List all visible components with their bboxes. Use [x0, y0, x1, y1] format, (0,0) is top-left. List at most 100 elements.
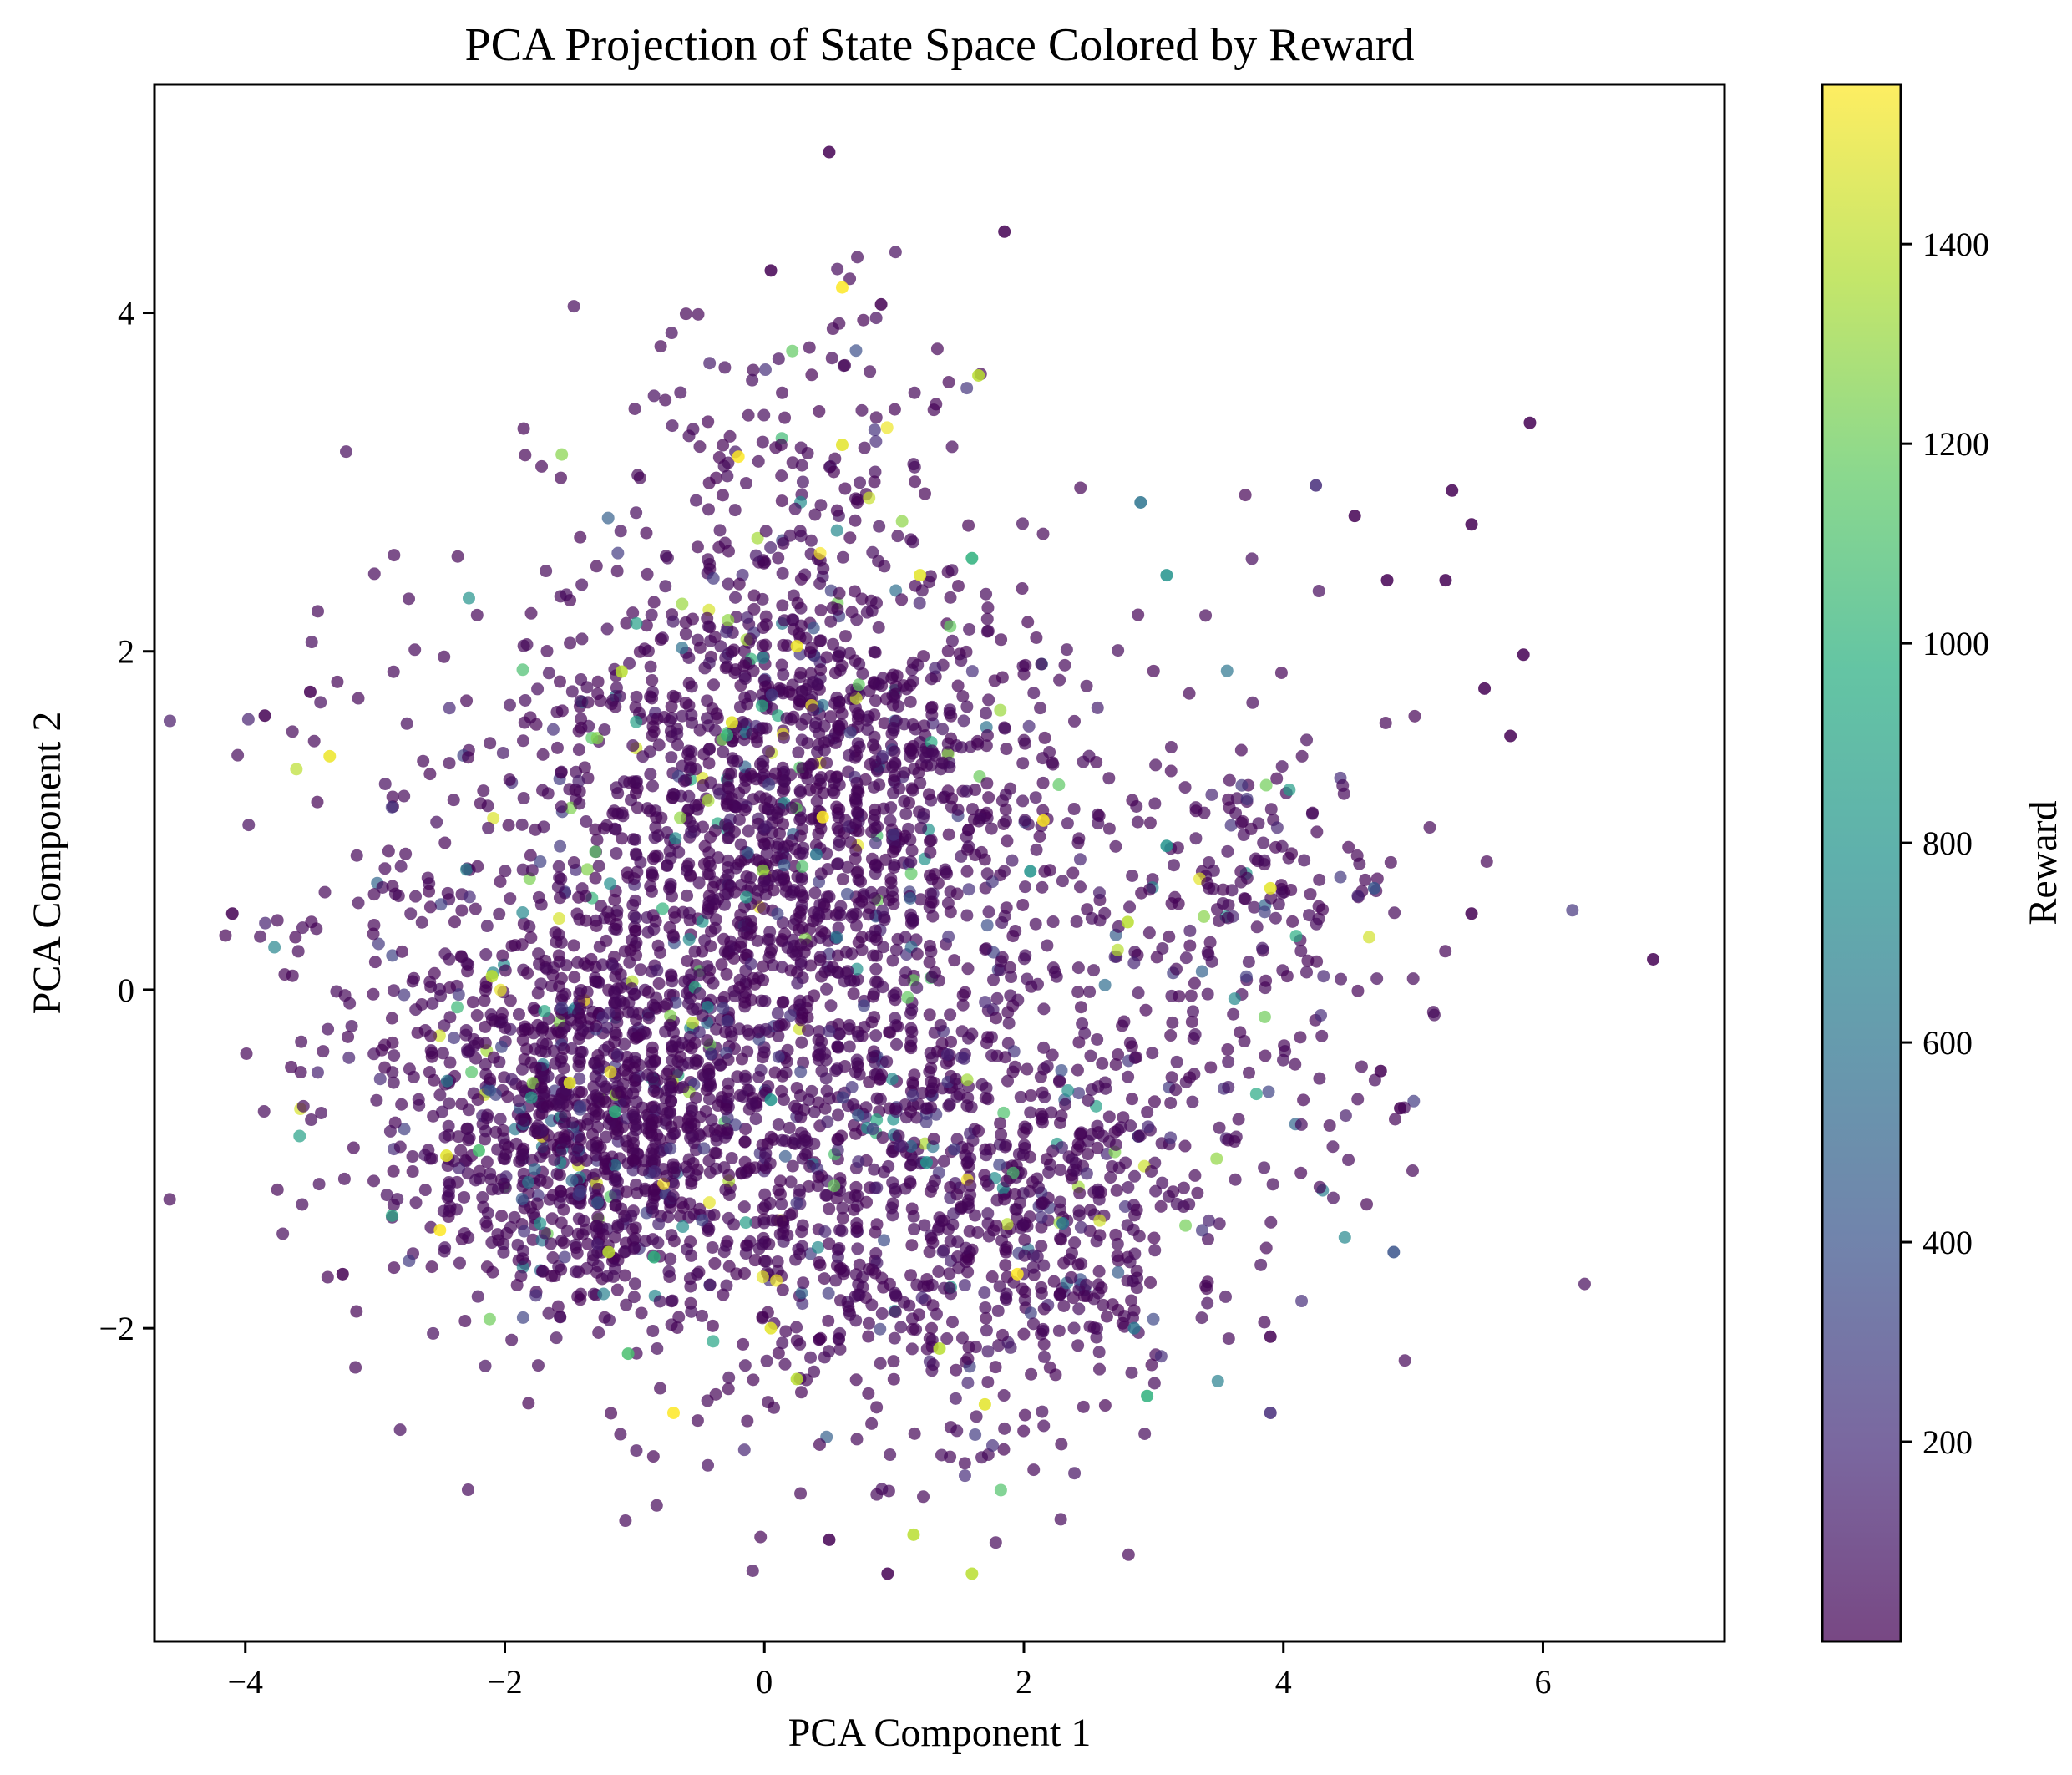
scatter-point	[1067, 803, 1081, 816]
scatter-point	[734, 855, 747, 868]
scatter-point	[418, 1184, 432, 1197]
scatter-point	[1090, 1235, 1103, 1248]
scatter-point	[734, 919, 747, 932]
scatter-point	[876, 981, 889, 994]
scatter-point	[565, 685, 579, 698]
scatter-point	[438, 650, 451, 663]
scatter-point	[535, 1265, 549, 1278]
scatter-point	[484, 1073, 497, 1086]
scatter-point	[1142, 1120, 1155, 1133]
scatter-point	[440, 1074, 453, 1088]
scatter-point	[545, 980, 558, 993]
scatter-point	[807, 703, 820, 717]
scatter-point	[940, 867, 954, 880]
scatter-point	[630, 616, 643, 630]
scatter-point	[1351, 984, 1365, 997]
scatter-point	[407, 971, 420, 985]
scatter-point	[764, 264, 778, 277]
scatter-point	[1092, 886, 1106, 900]
scatter-point	[1647, 952, 1660, 966]
scatter-point	[717, 1245, 731, 1259]
scatter-point	[789, 948, 803, 961]
scatter-point	[616, 832, 629, 845]
scatter-point	[1006, 854, 1019, 867]
scatter-point	[980, 777, 994, 790]
scatter-point	[538, 1226, 551, 1240]
scatter-point	[605, 1407, 618, 1420]
scatter-point	[1106, 1298, 1119, 1311]
scatter-point	[998, 865, 1011, 878]
scatter-point	[578, 761, 591, 774]
scatter-point	[762, 744, 775, 758]
scatter-point	[679, 627, 692, 641]
scatter-point	[924, 570, 937, 583]
scatter-point	[702, 1068, 716, 1081]
scatter-point	[689, 763, 702, 776]
scatter-point	[290, 763, 303, 776]
scatter-point	[644, 768, 657, 781]
scatter-point	[1218, 1290, 1232, 1303]
scatter-point	[1234, 743, 1248, 757]
scatter-point	[828, 452, 842, 465]
scatter-point	[790, 1321, 803, 1334]
scatter-point	[1173, 990, 1186, 1003]
scatter-point	[942, 828, 955, 841]
scatter-point	[608, 1035, 621, 1048]
scatter-point	[1067, 714, 1081, 728]
scatter-point	[728, 667, 742, 680]
scatter-point	[569, 1265, 582, 1279]
scatter-point	[960, 865, 974, 878]
scatter-point	[289, 931, 302, 944]
scatter-point	[682, 651, 696, 664]
scatter-point	[924, 834, 937, 848]
scatter-point	[1221, 844, 1234, 858]
scatter-point	[651, 1236, 665, 1250]
scatter-point	[795, 870, 808, 884]
scatter-point	[395, 1098, 408, 1111]
scatter-point	[520, 1042, 534, 1056]
scatter-point	[980, 919, 994, 932]
scatter-point	[944, 905, 957, 919]
scatter-point	[652, 1217, 666, 1230]
scatter-point	[951, 803, 965, 816]
scatter-point	[352, 692, 365, 705]
scatter-point	[1269, 840, 1282, 854]
scatter-point	[423, 768, 437, 781]
scatter-point	[649, 821, 662, 834]
scatter-point	[794, 619, 808, 632]
scatter-point	[776, 1215, 789, 1228]
scatter-point	[721, 469, 734, 483]
scatter-point	[981, 1345, 995, 1358]
scatter-point	[555, 800, 568, 814]
scatter-point	[1119, 1156, 1132, 1169]
scatter-point	[894, 1321, 908, 1334]
scatter-point	[452, 1130, 465, 1144]
scatter-point	[1166, 1016, 1179, 1029]
scatter-point	[479, 1359, 492, 1372]
scatter-point	[831, 1243, 844, 1256]
scatter-point	[706, 1319, 719, 1332]
scatter-point	[1046, 1048, 1059, 1062]
scatter-point	[738, 1069, 752, 1083]
scatter-point	[1202, 1214, 1215, 1227]
scatter-point	[887, 723, 900, 737]
scatter-point	[1126, 1093, 1139, 1106]
scatter-point	[1116, 1316, 1129, 1330]
scatter-point	[820, 982, 833, 996]
scatter-point	[919, 1156, 933, 1169]
scatter-point	[666, 1294, 679, 1307]
scatter-point	[706, 702, 719, 715]
scatter-point	[905, 1026, 919, 1039]
scatter-point	[964, 1179, 977, 1193]
scatter-point	[663, 1075, 676, 1088]
scatter-point	[1090, 755, 1103, 768]
scatter-point	[889, 246, 902, 259]
scatter-point	[535, 459, 549, 473]
scatter-point	[1036, 752, 1049, 765]
scatter-point	[757, 960, 770, 973]
scatter-point	[1387, 1245, 1401, 1259]
scatter-point	[517, 1148, 530, 1161]
scatter-point	[387, 1076, 400, 1089]
scatter-point	[1102, 822, 1116, 835]
scatter-point	[471, 1290, 484, 1303]
